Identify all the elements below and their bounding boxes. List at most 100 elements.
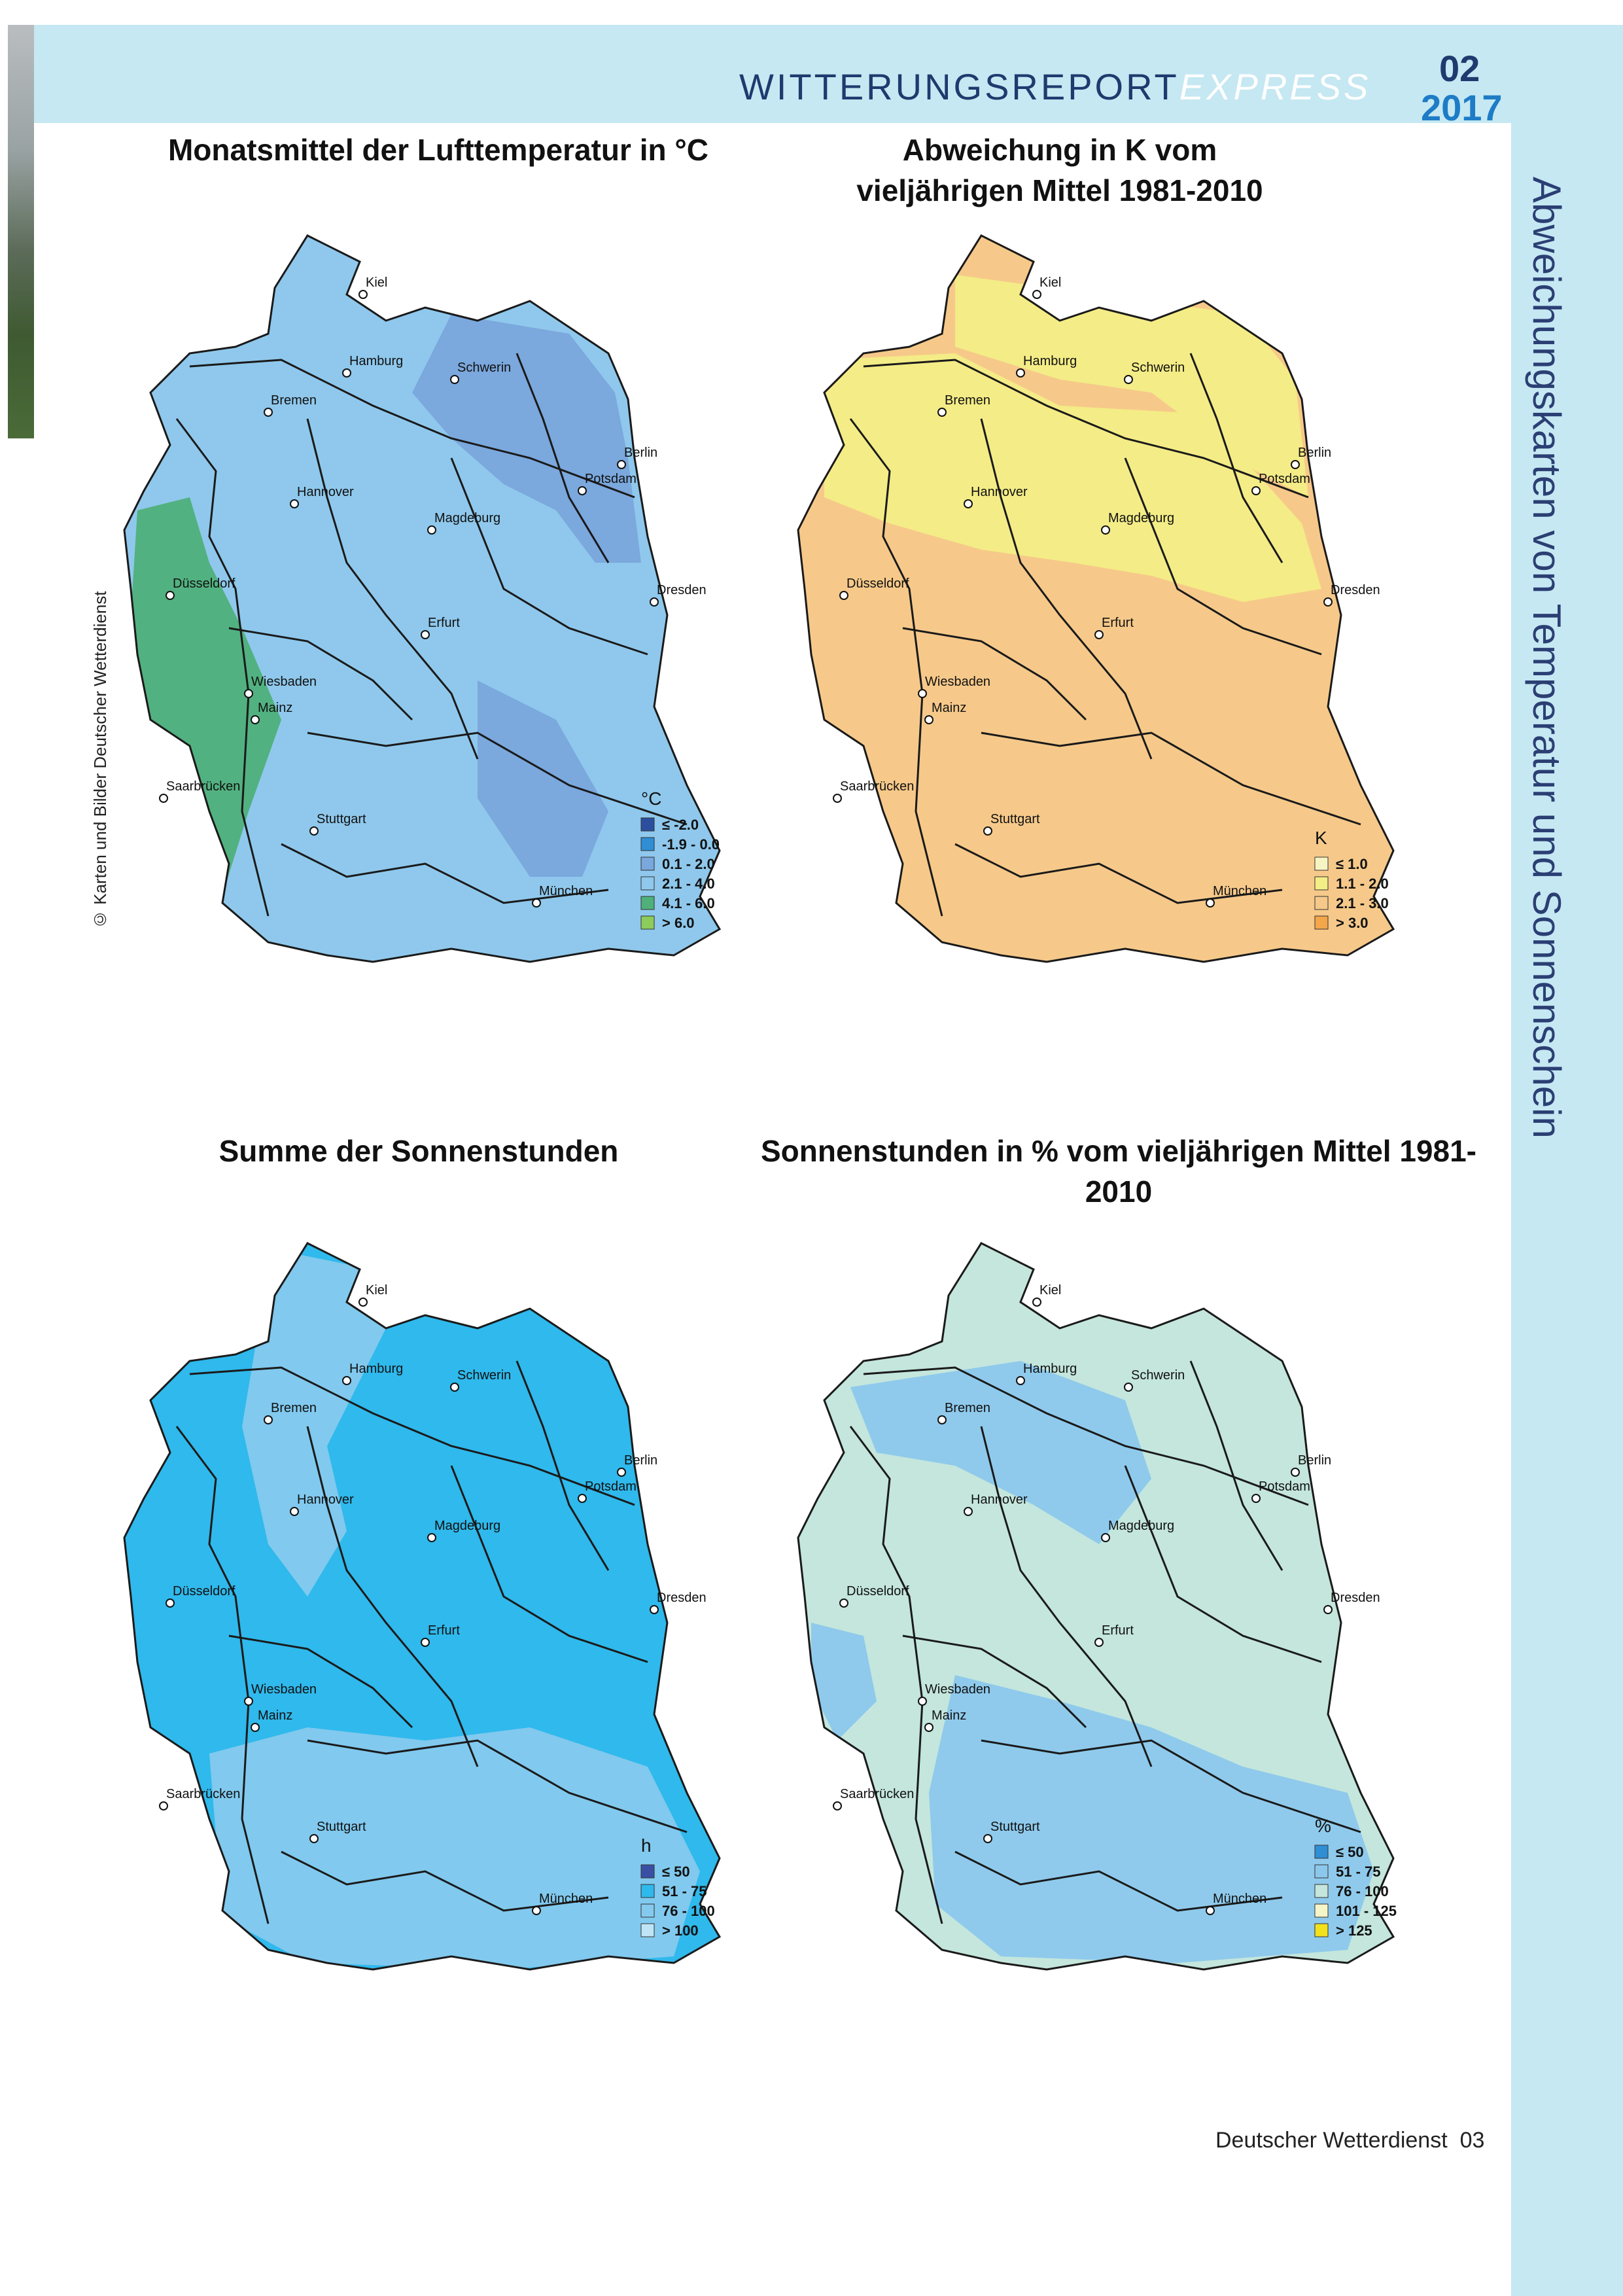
city-marker [166, 1598, 175, 1608]
city-label: Hamburg [1023, 354, 1077, 368]
city-marker [964, 1507, 973, 1516]
river-line [228, 627, 413, 721]
legend-label: ≤ -2.0 [662, 817, 699, 833]
temperature-anomaly-map: Kiel Hamburg Schwerin Bremen Berlin Potsdam Ha… [785, 222, 1465, 988]
city-label: Kiel [1039, 275, 1061, 290]
city-label: Mainz [932, 1708, 966, 1723]
legend-swatch [640, 817, 655, 832]
value-region [412, 314, 641, 563]
city-label: Dresden [1331, 1591, 1380, 1605]
city-marker [1206, 1906, 1215, 1915]
legend-swatch [640, 1903, 655, 1918]
river-line [515, 1360, 610, 1571]
city-label: Hamburg [1023, 1362, 1077, 1376]
river-line [980, 418, 1153, 760]
city-marker [839, 1598, 848, 1608]
legend-swatch [640, 876, 655, 891]
city-marker [1124, 1383, 1133, 1392]
city-label: Schwerin [1131, 361, 1185, 375]
legend-label: ≤ 1.0 [1336, 856, 1368, 872]
city-marker [264, 408, 273, 417]
city-label: Mainz [258, 1708, 292, 1723]
map-title-sunshine: Summe der Sonnenstunden [218, 1134, 619, 1168]
legend-swatch [1314, 876, 1329, 891]
river-line [1189, 353, 1283, 563]
legend-swatch [1314, 1923, 1329, 1937]
river-line [281, 1850, 609, 1912]
city-label: Schwerin [1131, 1368, 1185, 1383]
legend-swatch [1314, 1864, 1329, 1879]
city-label: Bremen [271, 1401, 317, 1415]
city-marker [421, 1638, 430, 1647]
city-label: Hamburg [349, 1362, 403, 1376]
city-marker [342, 1376, 351, 1385]
legend-unit: % [1315, 1816, 1331, 1836]
value-region [955, 275, 1308, 497]
city-marker [1291, 1468, 1300, 1477]
city-marker [159, 1801, 168, 1810]
issue-year: 2017 [1421, 87, 1503, 128]
city-label: Dresden [657, 1591, 707, 1605]
legend-swatch [640, 1864, 655, 1879]
city-label: Dresden [657, 583, 707, 597]
legend-label: 4.1 - 6.0 [662, 895, 715, 911]
river-line [450, 457, 648, 656]
country-border [797, 1242, 1395, 1971]
city-marker [450, 375, 459, 384]
city-label: Düsseldorf [173, 576, 236, 591]
city-label: Erfurt [428, 1623, 460, 1638]
header-bar [34, 25, 1511, 123]
legend-label: > 125 [1336, 1922, 1372, 1939]
legend-label: 51 - 75 [1336, 1863, 1381, 1880]
city-label: Wiesbaden [925, 675, 990, 689]
city-marker [1016, 368, 1025, 378]
city-marker [924, 715, 934, 724]
river-line [307, 732, 688, 826]
footer-publisher: Deutscher Wetterdienst [1215, 2128, 1448, 2153]
city-label: Magdeburg [434, 511, 500, 525]
city-marker [159, 794, 168, 803]
value-region [209, 1727, 700, 1969]
city-label: Magdeburg [1108, 511, 1174, 525]
city-label: Potsdam [585, 1479, 637, 1494]
river-line [307, 1739, 688, 1833]
legend-label: > 3.0 [1336, 915, 1369, 931]
city-label: Berlin [624, 1453, 657, 1468]
country-border [123, 1242, 722, 1971]
city-label: Erfurt [428, 616, 460, 630]
legend-swatch [640, 896, 655, 910]
city-label: Erfurt [1102, 1623, 1134, 1638]
city-marker [166, 591, 175, 600]
city-label: Düsseldorf [846, 1584, 909, 1598]
river-line [849, 418, 943, 917]
city-label: Potsdam [585, 472, 637, 486]
footer: Deutscher Wetterdienst 03 [1215, 2128, 1484, 2153]
report-title-suffix: EXPRESS [1179, 66, 1371, 107]
city-label: Stuttgart [317, 812, 366, 826]
city-label: Wiesbaden [251, 675, 317, 689]
city-label: Hannover [971, 1492, 1028, 1507]
city-marker [964, 499, 973, 508]
legend-label: > 100 [662, 1922, 699, 1939]
city-label: Hannover [971, 485, 1028, 499]
city-marker [1094, 630, 1104, 639]
legend-label: -1.9 - 0.0 [662, 836, 720, 853]
city-marker [358, 290, 368, 299]
value-region [824, 353, 1321, 602]
city-label: Berlin [1298, 1453, 1331, 1468]
city-label: Saarbrücken [166, 779, 240, 794]
city-label: München [1213, 884, 1266, 898]
city-marker [358, 1298, 368, 1307]
river-line [1189, 1360, 1283, 1571]
city-label: Saarbrücken [166, 1787, 240, 1801]
city-marker [427, 1533, 436, 1542]
legend-label: 2.1 - 3.0 [1336, 895, 1389, 911]
city-label: Mainz [258, 701, 292, 715]
report-title: WITTERUNGSREPORTEXPRESS [739, 66, 1371, 107]
city-marker [251, 715, 260, 724]
city-marker [244, 689, 253, 698]
river-line [980, 1426, 1153, 1767]
country-border [123, 234, 722, 963]
river-line [902, 627, 1087, 721]
city-label: Magdeburg [1108, 1519, 1174, 1533]
